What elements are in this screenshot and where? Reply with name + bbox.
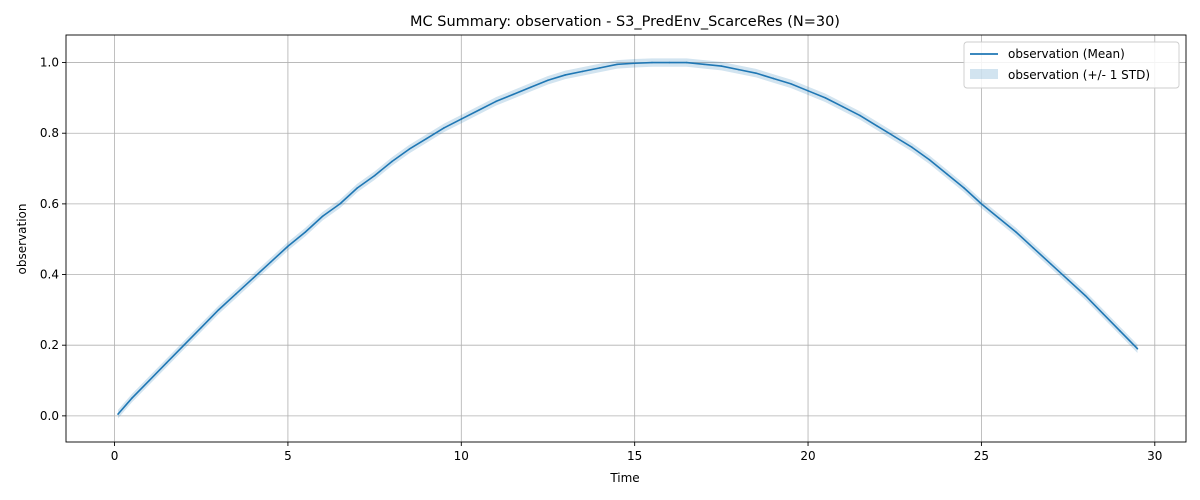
data-point bbox=[789, 82, 792, 85]
data-point bbox=[529, 86, 532, 89]
y-axis-label: observation bbox=[15, 204, 29, 275]
data-point bbox=[651, 61, 653, 64]
data-point bbox=[339, 203, 341, 205]
data-point bbox=[755, 72, 757, 74]
data-point bbox=[772, 77, 775, 80]
plot-background bbox=[66, 35, 1186, 442]
data-point bbox=[408, 148, 411, 150]
data-point bbox=[876, 125, 879, 127]
x-tick-label: 25 bbox=[974, 449, 989, 463]
data-point bbox=[425, 137, 428, 140]
x-tick-label: 30 bbox=[1147, 449, 1162, 463]
data-point bbox=[980, 203, 983, 205]
data-point bbox=[824, 97, 827, 99]
y-tick-label: 0.8 bbox=[40, 126, 59, 140]
data-point bbox=[859, 114, 861, 117]
legend-band-label: observation (+/- 1 STD) bbox=[1008, 68, 1150, 82]
legend-box bbox=[963, 41, 1180, 89]
data-point bbox=[495, 100, 497, 103]
data-point bbox=[1119, 330, 1121, 332]
data-point bbox=[1032, 247, 1035, 249]
y-tick-label: 0.2 bbox=[40, 338, 59, 352]
data-point bbox=[477, 109, 480, 112]
data-point bbox=[1101, 312, 1104, 315]
y-tick-label: 0.4 bbox=[40, 268, 59, 282]
data-point bbox=[512, 93, 515, 96]
data-point bbox=[460, 118, 463, 120]
data-point bbox=[443, 127, 445, 129]
data-point bbox=[304, 231, 307, 233]
data-point bbox=[720, 65, 723, 67]
x-tick-label: 0 bbox=[111, 449, 119, 463]
data-point bbox=[737, 68, 740, 71]
data-point bbox=[928, 158, 931, 161]
legend-mean-label: observation (Mean) bbox=[1008, 47, 1125, 61]
data-point bbox=[893, 135, 896, 138]
legend-band-swatch bbox=[970, 69, 998, 79]
data-point bbox=[703, 63, 705, 66]
chart-title: MC Summary: observation - S3_PredEnv_Sca… bbox=[410, 14, 840, 30]
data-point bbox=[1084, 294, 1087, 297]
data-point bbox=[581, 70, 584, 73]
data-point bbox=[633, 62, 636, 65]
data-point bbox=[547, 79, 549, 82]
x-tick-label: 20 bbox=[800, 449, 815, 463]
data-point bbox=[1049, 263, 1052, 265]
data-point bbox=[235, 293, 237, 295]
legend: observation (Mean) observation (+/- 1 STD… bbox=[963, 41, 1180, 89]
data-point bbox=[911, 146, 913, 149]
data-point bbox=[117, 413, 119, 415]
data-point bbox=[963, 187, 965, 189]
data-point bbox=[321, 215, 324, 218]
data-point bbox=[183, 344, 185, 346]
data-point bbox=[1015, 231, 1017, 233]
data-point bbox=[217, 309, 220, 311]
data-point bbox=[131, 397, 133, 399]
data-point bbox=[807, 90, 809, 92]
data-point bbox=[564, 74, 567, 76]
y-tick-label: 0.0 bbox=[40, 409, 59, 423]
data-point bbox=[148, 379, 151, 382]
data-point bbox=[391, 160, 393, 163]
data-point bbox=[356, 187, 359, 189]
data-point bbox=[685, 61, 688, 64]
x-tick-label: 15 bbox=[627, 449, 642, 463]
data-point bbox=[841, 105, 844, 108]
data-point bbox=[252, 277, 255, 279]
x-tick-label: 5 bbox=[284, 449, 292, 463]
data-point bbox=[945, 173, 948, 175]
data-point bbox=[668, 61, 671, 64]
y-tick-label: 0.6 bbox=[40, 197, 59, 211]
data-point bbox=[1136, 347, 1139, 350]
data-point bbox=[287, 245, 289, 248]
x-axis-label: Time bbox=[609, 471, 639, 485]
data-point bbox=[599, 67, 601, 69]
x-tick-label: 10 bbox=[454, 449, 469, 463]
data-point bbox=[616, 63, 619, 66]
plot-area: 0 5 10 15 20 25 30 0.0 0.2 0.4 0.6 0.8 1.0 bbox=[40, 34, 1187, 463]
axes-frame bbox=[65, 34, 1187, 443]
mean-line bbox=[117, 61, 1139, 415]
data-point bbox=[165, 362, 168, 364]
data-point bbox=[200, 326, 203, 329]
data-point bbox=[1067, 279, 1069, 281]
data-point bbox=[373, 174, 376, 177]
y-tick-label: 1.0 bbox=[40, 56, 59, 70]
data-point bbox=[269, 261, 272, 263]
data-point bbox=[997, 217, 1000, 219]
